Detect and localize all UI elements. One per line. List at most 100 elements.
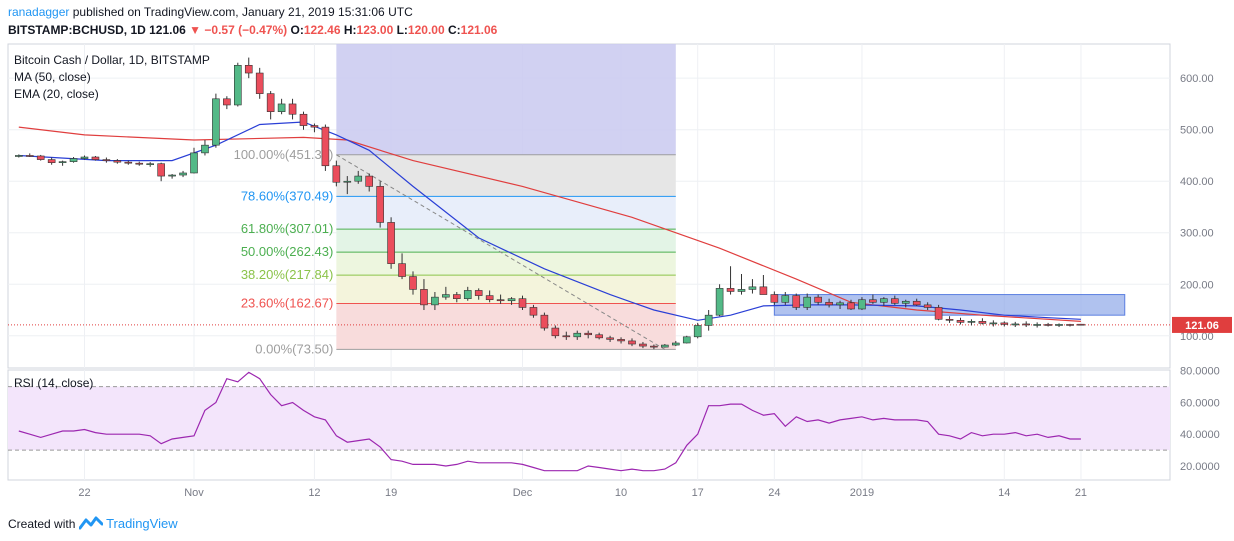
candle-body	[496, 299, 505, 302]
candle	[124, 160, 133, 165]
candle-body	[266, 93, 275, 112]
time-tick-label: 12	[308, 487, 320, 499]
candle-body	[190, 152, 198, 174]
candle-body	[880, 298, 888, 303]
price-tick-label: 400.00	[1180, 176, 1214, 188]
candle-body	[551, 327, 560, 337]
candle-body	[36, 155, 45, 160]
candle-body	[606, 337, 614, 340]
candle-body	[310, 125, 319, 128]
candle	[1033, 322, 1041, 328]
fib-level-label: 78.60%(370.49)	[241, 188, 334, 203]
candle	[244, 57, 253, 79]
candle	[25, 153, 34, 158]
high-value: 123.00	[356, 23, 394, 37]
tradingview-brand-link[interactable]: TradingView	[106, 516, 178, 531]
candle-body	[836, 302, 844, 306]
candle-body	[102, 159, 111, 161]
candle-body	[69, 158, 78, 162]
candle	[890, 295, 899, 305]
candle	[901, 299, 910, 308]
candle-body	[1000, 322, 1009, 325]
candle	[869, 294, 877, 304]
candle	[157, 162, 165, 182]
fib-level-label: 50.00%(262.43)	[241, 244, 334, 259]
candle	[1011, 321, 1020, 328]
candle-body	[80, 156, 89, 159]
candle	[1077, 323, 1085, 326]
candle	[266, 91, 275, 120]
candle-body	[234, 65, 242, 106]
candle	[485, 290, 494, 303]
candle	[58, 160, 67, 166]
candle-body	[321, 126, 330, 167]
candle	[693, 322, 702, 339]
candle	[726, 266, 735, 295]
tradingview-logo-icon	[78, 516, 104, 533]
quote-line: BITSTAMP:BCHUSD, 1D 121.06 ▼ −0.57 (−0.4…	[8, 23, 497, 37]
candle-body	[409, 276, 417, 290]
candle-body	[58, 161, 67, 163]
candle	[792, 293, 801, 311]
candle-body	[1066, 324, 1074, 326]
candle	[15, 154, 23, 158]
time-tick-label: 19	[385, 487, 397, 499]
candle	[310, 123, 319, 133]
candle-body	[255, 72, 264, 94]
candle	[836, 300, 844, 309]
candle	[671, 340, 680, 347]
candle-body	[595, 334, 603, 339]
candle	[1022, 321, 1031, 328]
candle-body	[540, 314, 549, 329]
time-tick-label: 14	[998, 487, 1010, 499]
candle	[978, 318, 987, 325]
down-arrow-icon: ▼	[189, 23, 202, 37]
candle-body	[661, 344, 669, 348]
time-tick-label: 2019	[850, 487, 874, 499]
candle-body	[387, 222, 395, 264]
candle-body	[1033, 324, 1041, 326]
candle	[80, 155, 89, 160]
fib-level-label: 38.20%(217.84)	[241, 267, 334, 282]
close-value: 121.06	[460, 23, 498, 37]
candle-body	[518, 298, 527, 308]
open-value: 122.46	[303, 23, 341, 37]
candle-body	[945, 318, 954, 321]
candle-body	[923, 304, 932, 308]
candle	[759, 274, 768, 295]
candle	[573, 330, 582, 340]
candle	[606, 335, 614, 342]
candle-body	[967, 321, 976, 323]
candle-body	[978, 321, 987, 324]
time-tick-label: 22	[78, 487, 90, 499]
chart-canvas[interactable]: 100.00%(451.31) 78.60%(370.49) 61.80%(307.…	[0, 0, 1234, 500]
ema-legend: EMA (20, close)	[14, 87, 99, 101]
candle	[420, 279, 428, 311]
candle	[945, 316, 954, 323]
candle	[650, 344, 658, 350]
candle	[1066, 323, 1074, 327]
candle-body	[770, 294, 779, 303]
candle	[387, 217, 395, 269]
candle	[923, 302, 932, 311]
candle-body	[343, 180, 352, 183]
candle	[781, 291, 790, 305]
candle-body	[1011, 323, 1020, 326]
candle	[704, 310, 713, 331]
candle-body	[1044, 324, 1052, 326]
candle-body	[573, 332, 582, 338]
candle	[190, 147, 198, 174]
time-tick-label: 24	[768, 487, 780, 499]
author-link[interactable]: ranadagger	[8, 5, 70, 19]
candle-body	[365, 175, 374, 187]
candle-body	[398, 263, 406, 277]
candle-body	[639, 343, 647, 347]
candle	[748, 279, 757, 294]
candle	[321, 124, 330, 171]
candle-body	[288, 103, 297, 115]
fib-level-label: 100.00%(451.31)	[234, 147, 334, 162]
candle	[1055, 323, 1063, 328]
candle	[989, 320, 998, 327]
rsi-title: RSI (14, close)	[14, 376, 93, 390]
candle-body	[179, 172, 187, 176]
